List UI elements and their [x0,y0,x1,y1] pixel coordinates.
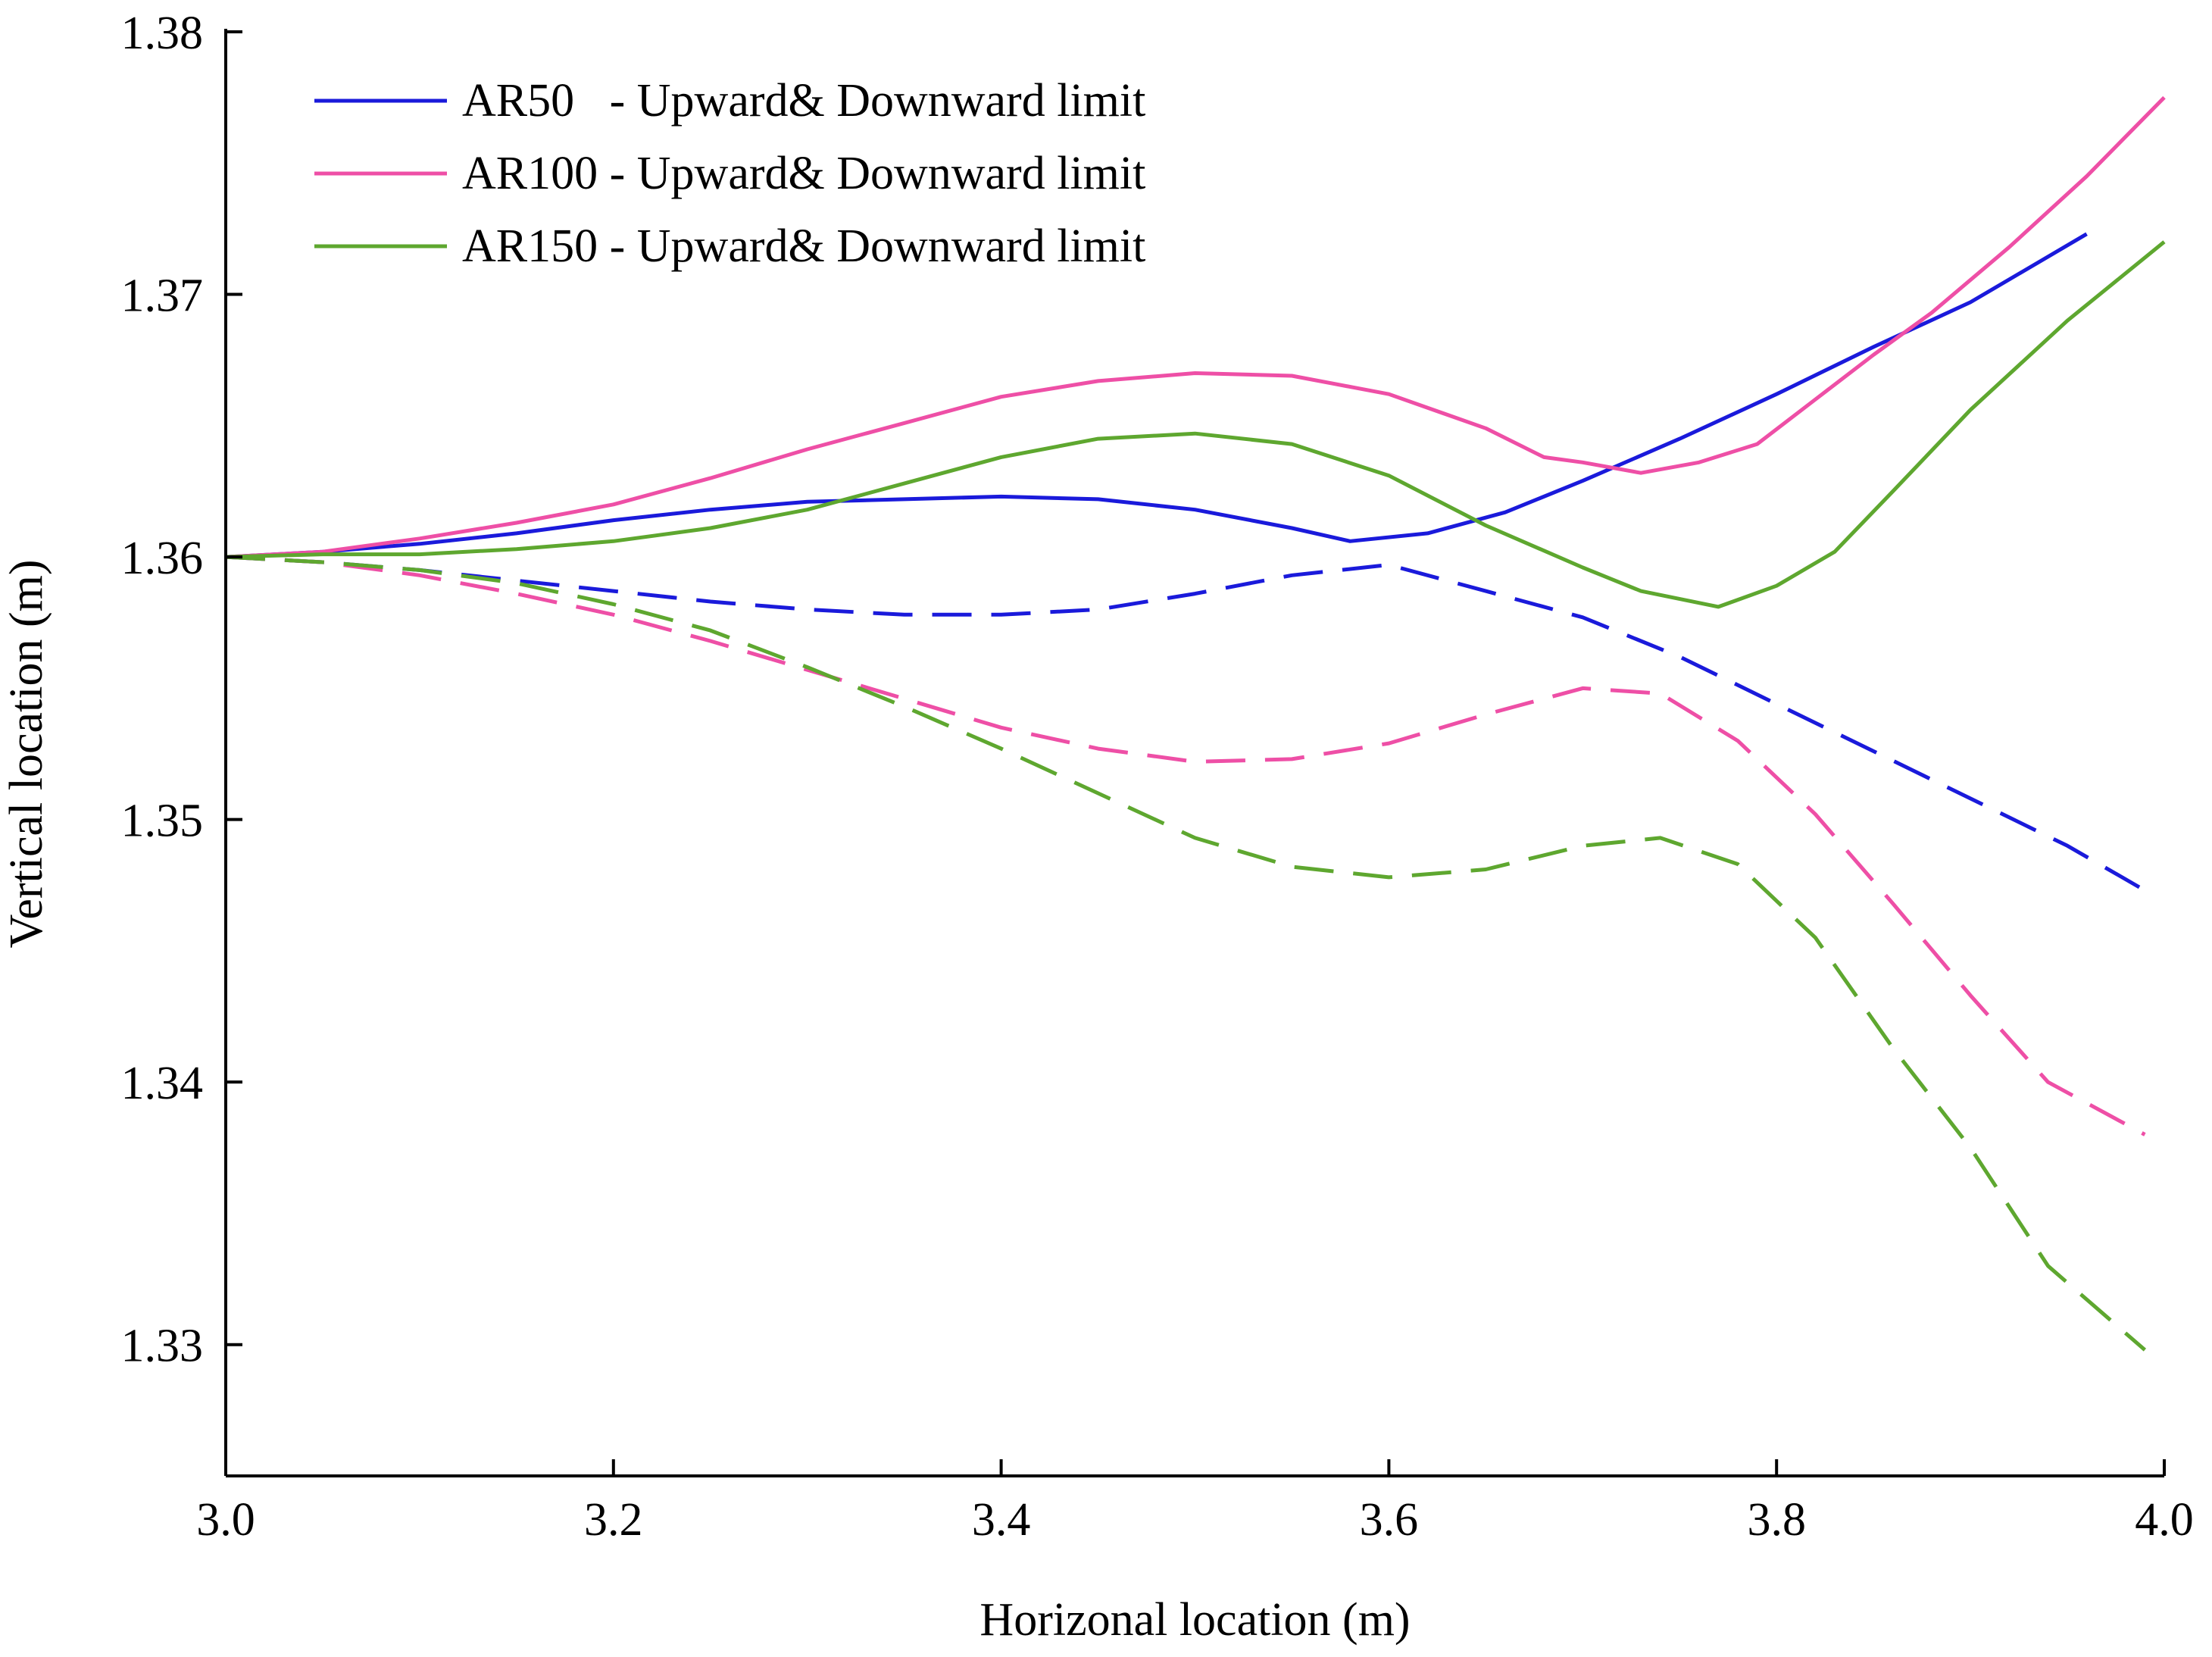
legend-label: AR100 - Upward& Downward limit [462,148,1145,199]
x-tick-label: 3.8 [1747,1494,1806,1546]
x-tick-label: 3.2 [584,1494,643,1546]
series-line-ar150-downward [225,555,2147,1352]
legend-label: AR50 - Upward& Downward limit [462,75,1145,127]
series-line-ar50-upward [225,232,2088,559]
x-tick-label: 3.4 [972,1494,1031,1546]
x-tick-label: 4.0 [2135,1494,2194,1546]
y-tick-label: 1.36 [121,533,204,584]
series-line-ar100-upward [225,95,2166,559]
y-tick-label: 1.38 [121,8,204,59]
series-line-ar50-downward [225,555,2146,893]
x-tick-label: 3.6 [1360,1494,1419,1546]
y-tick-label: 1.34 [121,1058,204,1109]
x-axis-title: Horizonal location (m) [979,1594,1410,1646]
y-tick-label: 1.35 [121,796,204,847]
x-tick-label: 3.0 [196,1494,255,1546]
legend-label: AR150 - Upward& Downward limit [462,220,1145,272]
series-line-ar100-downward [225,555,2146,1136]
y-tick-label: 1.33 [121,1321,204,1372]
legend: AR50 - Upward& Downward limit AR100 - Upw… [314,75,1145,272]
series-line-ar150-upward [225,240,2166,609]
y-tick-label: 1.37 [121,270,204,322]
axes: 3.0 3.2 3.4 3.6 3.8 4.0 1.33 1.34 1.35 1.36 1.37 1.… [1,8,2194,1646]
plot-area [225,95,2166,1352]
y-axis-title: Vertical location (m) [1,559,52,948]
